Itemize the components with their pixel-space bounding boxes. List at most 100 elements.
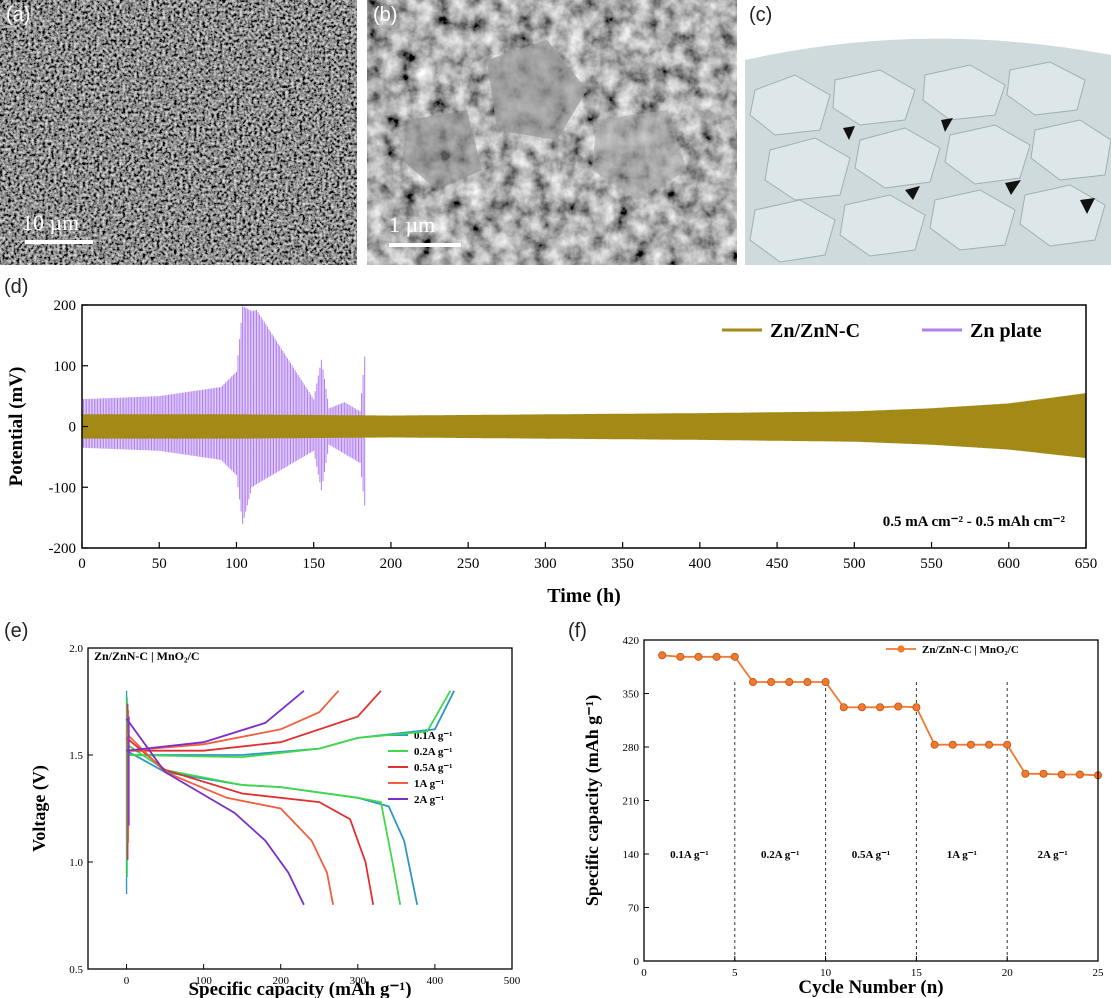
data-point — [658, 651, 667, 660]
data-point — [694, 652, 703, 661]
y-axis-title: Voltage (V) — [29, 765, 50, 852]
x-tick-label: 250 — [457, 556, 480, 572]
x-tick-label: 500 — [504, 975, 521, 987]
y-tick-label: 280 — [623, 742, 640, 754]
y-tick-label: -100 — [49, 480, 77, 496]
sem-image-a: (a) 10 µm — [0, 0, 357, 265]
condition-annotation: 0.5 mA cm⁻² - 0.5 mAh cm⁻² — [883, 514, 1066, 530]
discharge-curve — [125, 737, 375, 905]
data-point — [912, 703, 921, 712]
segment-label: 0.2A g⁻¹ — [761, 849, 799, 861]
x-tick-label: 600 — [998, 556, 1021, 572]
data-point — [1003, 740, 1012, 749]
scale-bar-b-label: 1 µm — [389, 212, 436, 237]
y-tick-label: 350 — [623, 689, 640, 701]
y-tick-label: 100 — [54, 359, 77, 375]
sem-texture-a — [0, 0, 357, 265]
x-tick-label: 550 — [920, 556, 943, 572]
legend-label: 2A g⁻¹ — [414, 794, 444, 806]
plot-frame — [643, 639, 1099, 962]
x-tick-label: 20 — [1002, 967, 1014, 979]
segment-label: 0.5A g⁻¹ — [852, 849, 890, 861]
data-point — [985, 740, 994, 749]
x-tick-label: 400 — [689, 556, 712, 572]
x-tick-label: 300 — [350, 975, 367, 987]
x-tick-label: 100 — [225, 556, 248, 572]
y-axis-title: Potential (mV) — [6, 367, 27, 487]
x-tick-label: 300 — [534, 556, 557, 572]
segment-label: 0.1A g⁻¹ — [670, 849, 708, 861]
data-point — [839, 703, 848, 712]
x-tick-label: 650 — [1075, 556, 1098, 572]
panel-label-e: (e) — [4, 620, 29, 642]
sem-texture-b — [367, 0, 737, 265]
legend-label: 0.1A g⁻¹ — [414, 730, 452, 742]
x-tick-label: 350 — [611, 556, 634, 572]
x-tick-label: 450 — [766, 556, 789, 572]
segment-label: 2A g⁻¹ — [1037, 849, 1067, 861]
x-tick-label: 15 — [911, 967, 923, 979]
charge-curve — [126, 690, 340, 752]
chart-f: 0 5 10 15 20 25 0 70 140 210 280 350 420 0.1A g⁻¹ 0.2A… — [582, 635, 1104, 998]
charge-curve — [126, 690, 305, 752]
segment-label: 1A g⁻¹ — [947, 849, 977, 861]
x-tick-label: 0 — [641, 967, 647, 979]
x-tick-label: 10 — [820, 967, 832, 979]
data-point — [767, 678, 776, 687]
x-tick-label: 0 — [124, 975, 130, 987]
legend-label: Zn/ZnN-C | MnO₂/C — [922, 644, 1019, 656]
x-tick-label: 150 — [302, 556, 325, 572]
y-tick-label: 1.0 — [69, 857, 83, 869]
data-point — [676, 652, 685, 661]
data-point — [1039, 769, 1048, 778]
y-tick-label: -200 — [49, 541, 77, 557]
y-tick-label: 200 — [54, 298, 77, 314]
data-point — [948, 740, 957, 749]
data-point — [1057, 770, 1066, 779]
x-tick-label: 200 — [272, 975, 289, 987]
chart-title: Zn/ZnN-C | MnO₂/C — [94, 649, 200, 663]
discharge-curve — [125, 718, 305, 906]
y-axis-title: Specific capacity (mAh g⁻¹) — [582, 695, 603, 906]
data-point — [712, 652, 721, 661]
series-zn-znn-c — [81, 393, 1087, 459]
x-tick-label: 400 — [427, 975, 444, 987]
data-point — [857, 703, 866, 712]
legend-label: 0.5A g⁻¹ — [414, 762, 452, 774]
data-point — [821, 678, 830, 687]
legend-label: 0.2A g⁻¹ — [414, 746, 452, 758]
chart-d: 0 50 100 150 200 250 300 350 400 450 500 550 600 650 2… — [6, 298, 1098, 607]
data-point — [966, 740, 975, 749]
x-axis-title: Time (h) — [547, 585, 621, 607]
y-tick-label: 0.5 — [69, 964, 83, 976]
x-tick-label: 50 — [152, 556, 167, 572]
y-tick-label: 0 — [634, 956, 640, 968]
discharge-curve — [125, 732, 334, 905]
y-tick-label: 140 — [623, 849, 640, 861]
panel-label-d: (d) — [4, 276, 29, 298]
legend-label-zn-plate: Zn plate — [970, 320, 1042, 342]
panel-label-f: (f) — [568, 620, 587, 642]
y-tick-label: 0 — [69, 420, 77, 436]
data-point — [748, 678, 757, 687]
x-axis-title: Specific capacity (mAh g⁻¹) — [188, 979, 411, 998]
scale-bar-a-label: 10 µm — [22, 210, 80, 235]
y-tick-label: 1.5 — [69, 750, 83, 762]
x-axis-title: Cycle Number (n) — [798, 977, 943, 998]
sem-image-b: (b) 1 µm — [367, 0, 737, 265]
data-point — [1075, 770, 1084, 779]
x-tick-label: 100 — [195, 975, 212, 987]
x-tick-label: 5 — [732, 967, 738, 979]
legend-marker — [897, 645, 905, 653]
x-tick-label: 200 — [380, 556, 403, 572]
hexagon-flakes-schematic — [745, 0, 1111, 265]
charge-curve — [126, 690, 382, 752]
data-point — [803, 678, 812, 687]
panel-label-a: (a) — [6, 4, 31, 26]
panel-label-c: (c) — [749, 4, 773, 26]
panel-label-b: (b) — [373, 4, 398, 26]
plot-frame — [87, 647, 513, 970]
data-point — [876, 703, 885, 712]
series-line — [662, 654, 1099, 777]
schematic-c: (c) — [745, 0, 1111, 265]
